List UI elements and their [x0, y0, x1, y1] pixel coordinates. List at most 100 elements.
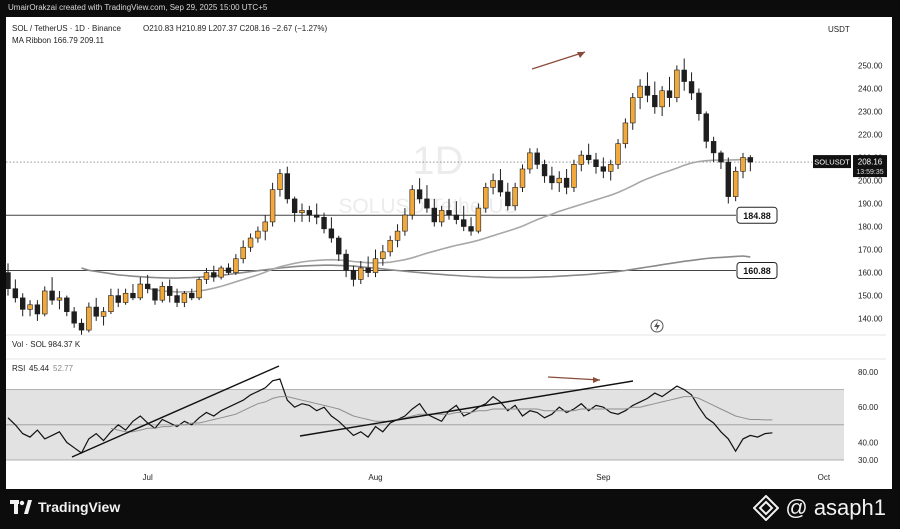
candle[interactable]	[284, 166, 290, 204]
candle[interactable]	[475, 203, 482, 234]
candle[interactable]	[78, 318, 85, 335]
candle[interactable]	[321, 212, 327, 234]
candle[interactable]	[563, 168, 570, 195]
candle[interactable]	[372, 249, 379, 278]
candle[interactable]	[5, 263, 11, 296]
candle[interactable]	[674, 65, 680, 103]
replay-icon[interactable]	[650, 319, 664, 333]
candle[interactable]	[578, 150, 585, 172]
candle[interactable]	[688, 72, 695, 100]
chart-svg[interactable]: 1D SOLUSD TetherUS SOL / TetherUS · 1D ·…	[5, 17, 892, 489]
candle[interactable]	[12, 279, 19, 303]
candle[interactable]	[490, 173, 496, 195]
candle[interactable]	[431, 198, 437, 227]
candle[interactable]	[380, 244, 386, 266]
candle[interactable]	[732, 166, 739, 202]
candle[interactable]	[174, 288, 180, 308]
candle[interactable]	[20, 293, 26, 317]
candle[interactable]	[512, 182, 518, 211]
candle[interactable]	[255, 226, 261, 243]
candle[interactable]	[615, 139, 621, 169]
candle[interactable]	[137, 277, 143, 301]
candle[interactable]	[630, 93, 636, 130]
candle[interactable]	[159, 281, 166, 303]
candle[interactable]	[527, 148, 533, 174]
candle[interactable]	[497, 168, 504, 197]
candle[interactable]	[505, 182, 511, 211]
candle[interactable]	[328, 217, 335, 243]
candle[interactable]	[49, 277, 55, 305]
candle[interactable]	[541, 159, 548, 183]
candle[interactable]	[593, 152, 599, 174]
candle[interactable]	[483, 182, 489, 213]
candle[interactable]	[358, 261, 364, 285]
candle[interactable]	[93, 297, 99, 321]
candle[interactable]	[218, 265, 224, 280]
candle[interactable]	[233, 254, 239, 275]
candle[interactable]	[696, 88, 702, 121]
candle[interactable]	[350, 265, 357, 287]
candle[interactable]	[144, 274, 151, 294]
candle[interactable]	[740, 152, 746, 179]
tradingview-logo[interactable]: TradingView	[10, 499, 120, 515]
candle[interactable]	[387, 235, 393, 257]
candle[interactable]	[34, 300, 41, 321]
candle[interactable]	[100, 307, 107, 326]
candle[interactable]	[681, 58, 687, 91]
candle[interactable]	[306, 205, 313, 222]
candle[interactable]	[644, 72, 651, 103]
candle[interactable]	[402, 208, 408, 236]
candle[interactable]	[460, 205, 467, 232]
candle[interactable]	[203, 267, 210, 285]
candle[interactable]	[130, 284, 136, 301]
candle[interactable]	[343, 249, 349, 278]
candle[interactable]	[549, 166, 555, 190]
candle[interactable]	[519, 164, 526, 192]
candle[interactable]	[86, 302, 92, 333]
candle[interactable]	[247, 233, 254, 252]
candle[interactable]	[196, 277, 202, 301]
chart-area[interactable]: 1D SOLUSD TetherUS SOL / TetherUS · 1D ·…	[5, 17, 892, 489]
candle[interactable]	[313, 203, 320, 225]
candle[interactable]	[659, 86, 665, 117]
candles[interactable]	[5, 58, 754, 335]
candle[interactable]	[747, 155, 754, 172]
candle[interactable]	[637, 79, 643, 110]
candle[interactable]	[446, 198, 452, 220]
candle[interactable]	[122, 288, 129, 305]
candle[interactable]	[394, 224, 401, 248]
candle[interactable]	[189, 288, 195, 301]
candle[interactable]	[453, 201, 460, 225]
candle[interactable]	[725, 157, 732, 204]
candle[interactable]	[409, 185, 415, 220]
candle[interactable]	[64, 295, 70, 317]
candle[interactable]	[666, 76, 673, 107]
candle[interactable]	[600, 157, 607, 179]
candle[interactable]	[718, 150, 724, 169]
candle[interactable]	[115, 288, 121, 308]
candle[interactable]	[108, 288, 114, 314]
candle[interactable]	[416, 178, 423, 204]
candle[interactable]	[336, 235, 342, 262]
candle[interactable]	[438, 205, 445, 227]
candle[interactable]	[468, 217, 474, 236]
candle[interactable]	[365, 256, 371, 278]
candle[interactable]	[152, 288, 158, 305]
candle[interactable]	[703, 111, 709, 149]
candle[interactable]	[269, 182, 276, 227]
candle[interactable]	[167, 279, 173, 303]
candle[interactable]	[710, 136, 717, 163]
candle[interactable]	[291, 196, 298, 222]
candle[interactable]	[299, 203, 305, 222]
candle[interactable]	[27, 300, 33, 317]
candle[interactable]	[277, 168, 283, 197]
candle[interactable]	[42, 286, 48, 317]
candle[interactable]	[534, 148, 540, 169]
candle[interactable]	[652, 81, 658, 114]
candle[interactable]	[71, 307, 77, 328]
candle[interactable]	[424, 185, 430, 213]
candle[interactable]	[240, 240, 246, 264]
candle[interactable]	[556, 171, 562, 192]
candle[interactable]	[571, 159, 577, 192]
candle[interactable]	[585, 143, 592, 165]
